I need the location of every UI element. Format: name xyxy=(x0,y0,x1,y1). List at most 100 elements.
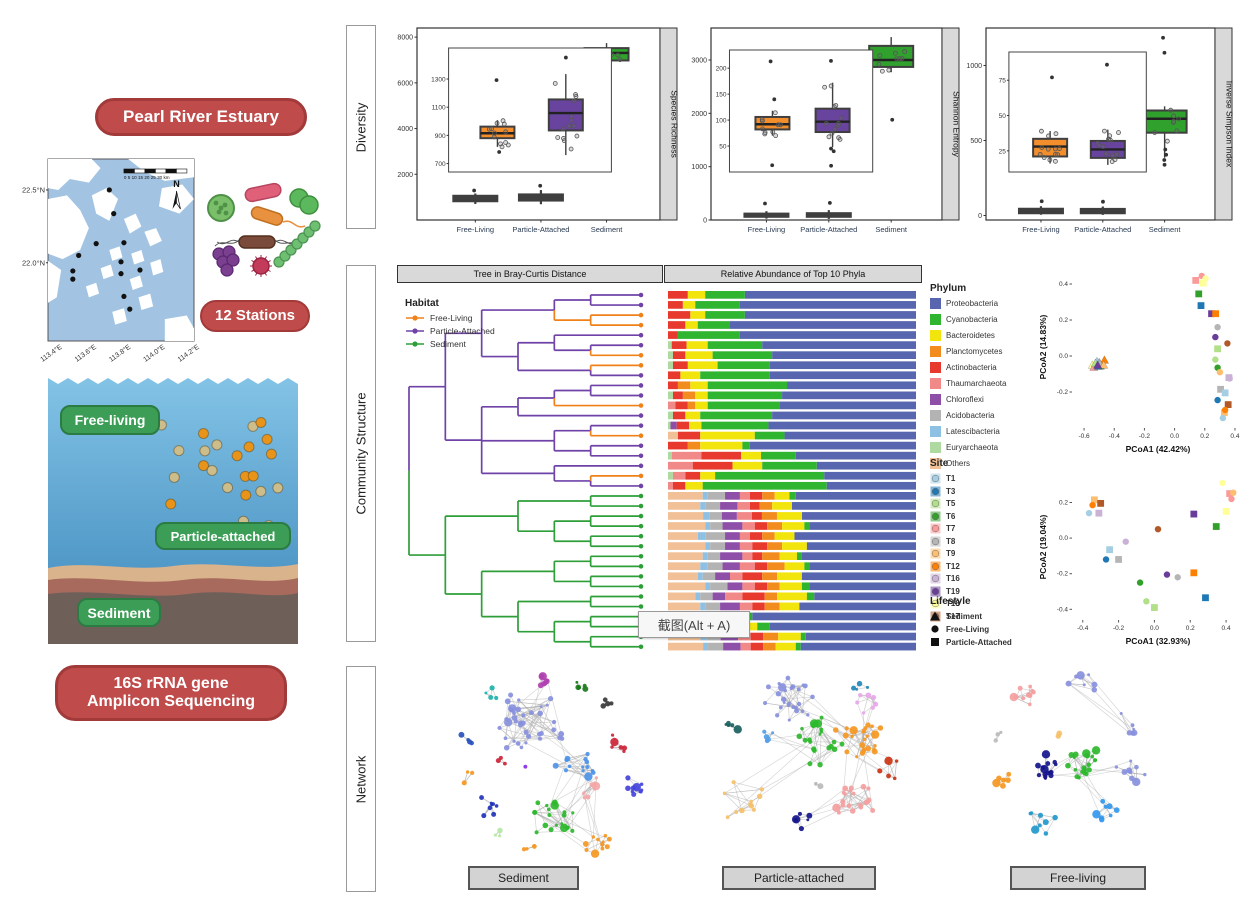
svg-text:1300: 1300 xyxy=(431,77,446,84)
svg-text:25: 25 xyxy=(999,148,1007,155)
legend-item: T7 xyxy=(930,523,1030,534)
svg-text:0.0: 0.0 xyxy=(1170,433,1179,440)
svg-text:1000: 1000 xyxy=(966,63,982,70)
pcoa-plot-1: -0.6 -0.4 -0.2 0.0 0.2 0.4 -0.2 0.0 0.2 0.4 PCoA1 … xyxy=(1038,272,1240,454)
legend-item: Sediment xyxy=(930,611,1040,621)
legend-item: T19 xyxy=(930,586,1030,597)
svg-text:150: 150 xyxy=(716,92,727,99)
svg-text:0.4: 0.4 xyxy=(1230,433,1239,440)
svg-text:0.2: 0.2 xyxy=(1200,433,1209,440)
svg-text:900: 900 xyxy=(435,133,446,140)
svg-text:Shannon Entropy: Shannon Entropy xyxy=(952,91,962,157)
phylum-legend: Phylum Proteobacteria Cyanobacteria Bactero… xyxy=(930,283,1030,474)
legend-item: Actinobacteria xyxy=(930,362,1030,373)
abundance-panel-header: Relative Abundance of Top 10 Phyla xyxy=(664,265,922,283)
legend-item: Chloroflexi xyxy=(930,394,1030,405)
svg-text:N: N xyxy=(173,179,180,189)
legend-item: T3 xyxy=(930,486,1030,497)
legend-item: Free-Living xyxy=(930,624,1040,634)
row-label-community-structure: Community Structure xyxy=(346,265,376,642)
svg-text:22.5°N: 22.5°N xyxy=(22,186,45,195)
svg-text:Sediment: Sediment xyxy=(875,225,908,234)
network-free-living xyxy=(992,671,1147,836)
row-label-diversity: Diversity xyxy=(346,25,376,229)
svg-text:100: 100 xyxy=(716,118,727,125)
network-sediment xyxy=(458,672,644,858)
stations-count: 12 Stations xyxy=(214,307,296,325)
habitat-legend: Habitat Free-Living Particle-Attached Sedim… xyxy=(405,298,515,352)
svg-text:75: 75 xyxy=(999,78,1007,85)
legend-item: T8 xyxy=(930,536,1030,547)
pcoa-plot-2: -0.4 -0.2 0.0 0.2 0.4 -0.4 -0.2 0.0 0.2 PCoA1 (32… xyxy=(1038,479,1237,646)
svg-text:4000: 4000 xyxy=(397,126,413,133)
boxplot-shannon-entropy: Shannon Entropy 0 1000 2000 3000 Free-Living P… xyxy=(691,27,962,234)
legend-item: Euryarchaeota xyxy=(930,442,1030,453)
svg-text:0.2: 0.2 xyxy=(1186,625,1195,632)
legend-item: Bacteroidetes xyxy=(930,330,1030,341)
svg-text:50: 50 xyxy=(719,144,727,151)
particle-attached-label: Particle-attached xyxy=(170,528,276,544)
free-living-label: Free-living xyxy=(74,412,146,428)
station-map: 0 5 10 15 20 25 30 kmN 22.5°N 22.0°N 113.4°… xyxy=(22,158,201,364)
svg-text:Particle-Attached: Particle-Attached xyxy=(800,225,857,234)
svg-text:0.0: 0.0 xyxy=(1059,353,1068,360)
legend-item: Particle-Attached xyxy=(405,326,515,336)
svg-text:Free-Living: Free-Living xyxy=(1022,225,1060,234)
legend-item: Sediment xyxy=(405,339,515,349)
estuary-title: Pearl River Estuary xyxy=(123,107,279,127)
svg-text:22.0°N: 22.0°N xyxy=(22,258,45,267)
legend-item: Others xyxy=(930,458,1030,469)
sequencing-line2: Amplicon Sequencing xyxy=(86,693,255,710)
legend-item: Latescibacteria xyxy=(930,426,1030,437)
legend-item: T9 xyxy=(930,548,1030,559)
svg-text:0.0: 0.0 xyxy=(1059,535,1068,542)
estuary-title-badge: Pearl River Estuary xyxy=(95,98,307,136)
svg-text:6000: 6000 xyxy=(397,80,413,87)
legend-item: Free-Living xyxy=(405,313,515,323)
legend-item: T12 xyxy=(930,561,1030,572)
svg-text:0.2: 0.2 xyxy=(1059,317,1068,324)
svg-text:0.4: 0.4 xyxy=(1222,625,1231,632)
svg-text:0: 0 xyxy=(703,218,707,225)
svg-text:Particle-Attached: Particle-Attached xyxy=(1074,225,1131,234)
svg-text:Free-Living: Free-Living xyxy=(457,225,495,234)
svg-text:3000: 3000 xyxy=(691,58,707,65)
legend-item: Acidobacteria xyxy=(930,410,1030,421)
svg-text:PCoA2 (19.04%): PCoA2 (19.04%) xyxy=(1038,514,1048,579)
svg-text:113.8°E: 113.8°E xyxy=(108,343,133,364)
svg-text:-0.2: -0.2 xyxy=(1139,433,1151,440)
stations-count-badge: 12 Stations xyxy=(200,300,310,332)
svg-text:200: 200 xyxy=(716,66,727,73)
lifestyle-legend: Lifestyle Sediment Free-Living Particle-Att… xyxy=(930,596,1040,650)
svg-text:-0.4: -0.4 xyxy=(1109,433,1121,440)
legend-item: T18 xyxy=(930,598,1030,609)
legend-item: Proteobacteria xyxy=(930,298,1030,309)
svg-text:0.4: 0.4 xyxy=(1059,281,1068,288)
svg-text:500: 500 xyxy=(970,138,982,145)
svg-text:Sediment: Sediment xyxy=(1149,225,1182,234)
legend-item: T16 xyxy=(930,573,1030,584)
svg-text:Inverse Simpson Index: Inverse Simpson Index xyxy=(1225,81,1235,168)
svg-text:Particle-Attached: Particle-Attached xyxy=(512,225,569,234)
sequencing-line1: 16S rRNA gene xyxy=(113,674,229,692)
svg-text:113.6°E: 113.6°E xyxy=(73,343,98,364)
svg-text:113.4°E: 113.4°E xyxy=(39,343,64,364)
svg-text:0.0: 0.0 xyxy=(1150,625,1159,632)
svg-text:PCoA2 (14.83%): PCoA2 (14.83%) xyxy=(1038,314,1048,379)
legend-item: T1 xyxy=(930,473,1030,484)
svg-text:114.2°E: 114.2°E xyxy=(176,343,201,364)
svg-text:Sediment: Sediment xyxy=(591,225,624,234)
svg-text:2000: 2000 xyxy=(397,172,413,179)
svg-text:8000: 8000 xyxy=(397,35,413,42)
svg-text:-0.6: -0.6 xyxy=(1078,433,1090,440)
svg-text:Species Richness: Species Richness xyxy=(670,90,680,158)
sediment-label-badge: Sediment xyxy=(77,598,161,627)
tree-panel-header: Tree in Bray-Curtis Distance xyxy=(397,265,663,283)
phyla-stacked-bars xyxy=(668,291,916,651)
sequencing-badge: 16S rRNA gene Amplicon Sequencing xyxy=(55,665,287,721)
particle-attached-label-badge: Particle-attached xyxy=(155,522,291,550)
svg-text:1000: 1000 xyxy=(691,164,707,171)
svg-text:114.0°E: 114.0°E xyxy=(142,343,167,364)
network-caption-particle-attached: Particle-attached xyxy=(722,866,876,890)
